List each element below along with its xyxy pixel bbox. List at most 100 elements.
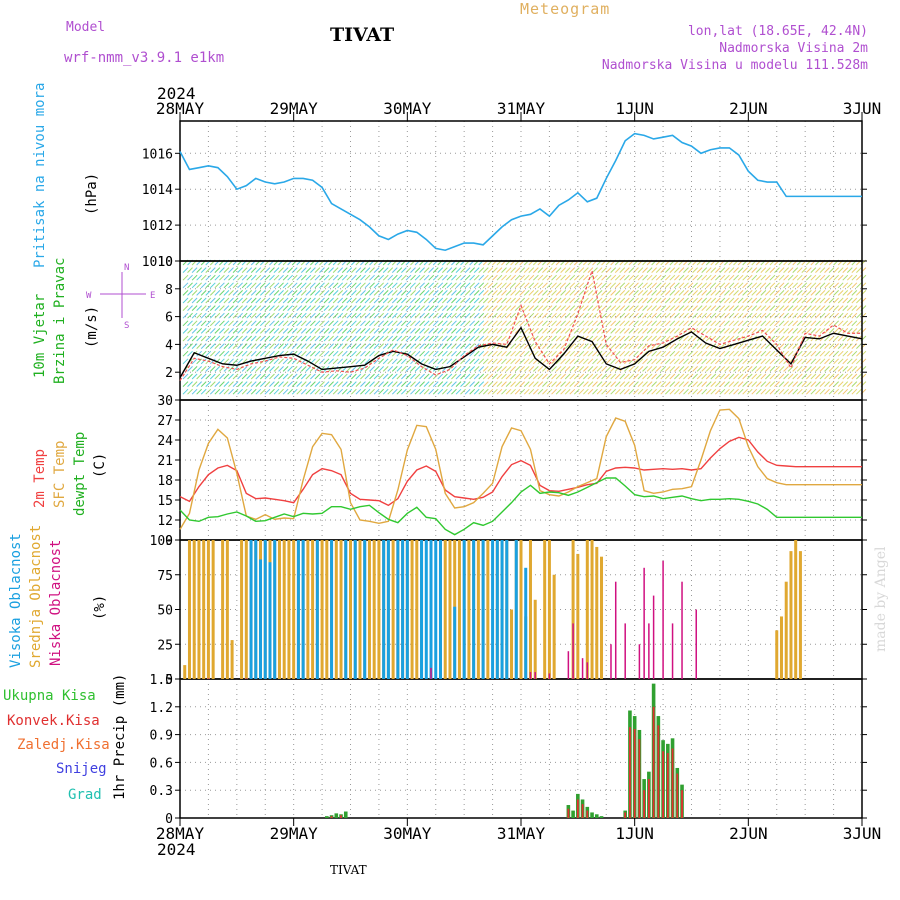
conv_precip-bar [676,773,679,818]
compass-w: W [86,291,92,301]
wind-arrow [542,335,548,342]
wind-arrow [728,381,735,387]
wind-arrow [701,305,708,311]
wind-arrow [282,282,289,289]
wind-arrow [810,328,817,334]
wind-arrow [364,282,371,289]
wind-arrow [446,343,453,349]
wind-arrow [323,381,330,387]
wind-arrow [660,350,667,357]
wind-arrow [428,335,435,342]
wind-arrow [428,267,435,273]
wind-arrow [378,373,385,380]
wind-arrow [401,358,407,365]
wind-arrow [523,274,530,281]
wind-arrow [255,343,262,349]
wind-arrow [478,320,485,327]
wind-arrow [487,366,494,372]
wind-arrow [200,282,207,289]
wind-arrow [819,388,826,395]
wind-arrow [460,335,466,342]
wind-arrow [514,373,521,380]
wind-arrow [360,267,366,273]
wind-arrow [805,297,812,304]
wind-arrow [683,335,689,342]
wind-arrow [478,366,485,372]
wind-arrow [473,388,480,395]
wind-arrow [428,282,435,289]
wind-arrow [296,267,303,273]
wind-arrow [182,328,189,334]
wind-arrow [369,381,375,387]
wind-arrow [815,267,821,273]
wind-arrow [651,381,658,387]
wind-arrow [619,320,626,327]
wind-arrow [460,297,466,304]
wind-arrow [487,335,494,342]
wind-arrow [778,343,785,349]
wind-arrow [815,343,821,349]
wind-arrow [310,373,316,380]
wind-arrow [578,320,585,327]
wind-arrow [728,388,735,395]
wind-arrow [783,297,789,304]
wind-arrow [646,290,653,296]
wind-arrow [564,290,571,296]
wind-arrow [396,312,403,319]
conv_precip-bar [576,799,579,818]
wind-arrow [551,358,557,365]
wind-arrow [714,312,721,319]
wind-arrow [323,297,330,304]
wind-arrow [305,320,312,327]
wind-arrow [592,388,598,395]
wind-arrow [273,274,280,281]
wind-arrow [446,388,453,395]
wind-arrow [655,297,662,304]
mid_cloud-bar [552,574,556,679]
wind-arrow [765,388,771,395]
wind-arrow [601,312,607,319]
wind-arrow [441,358,448,365]
wind-arrow [592,305,598,311]
wind-arrow [214,373,221,380]
wind-arrow [742,267,749,273]
wind-arrow [341,388,348,395]
wind-arrow [364,267,371,273]
wind-arrow [583,373,589,380]
wind-arrow [578,335,585,342]
wind-arrow [596,358,603,365]
wind-arrow [460,343,466,349]
wind-arrow [514,343,521,349]
wind-arrow [200,274,207,281]
wind-arrow [350,312,357,319]
wind-arrow [264,350,271,357]
wind-arrow [437,297,444,304]
wind-arrow [319,312,325,319]
wind-arrow [219,267,225,273]
wind-arrow [369,350,375,357]
wind-arrow [628,335,635,342]
wind-arrow [473,312,480,319]
wind-arrow [751,373,758,380]
mid_cloud-bar [339,540,343,679]
wind-arrow [269,381,275,387]
wind-arrow [209,267,216,273]
wind-arrow [455,290,462,296]
wind-arrow [432,328,439,334]
wind-arrow [783,267,789,273]
y-tick-label: 9 [165,534,173,549]
wind-arrow [496,305,503,311]
wind-arrow [710,297,717,304]
wind-arrow [760,350,767,357]
wind-arrow [355,335,362,342]
high_cloud-bar [249,540,253,679]
wind-arrow [419,328,425,334]
wind-arrow [664,312,671,319]
wind-arrow [714,366,721,372]
wind-arrow [473,297,480,304]
wind-arrow [769,290,776,296]
wind-arrow [510,282,516,289]
wind-arrow [469,343,476,349]
wind-arrow [487,350,494,357]
wind-arrow [737,297,744,304]
